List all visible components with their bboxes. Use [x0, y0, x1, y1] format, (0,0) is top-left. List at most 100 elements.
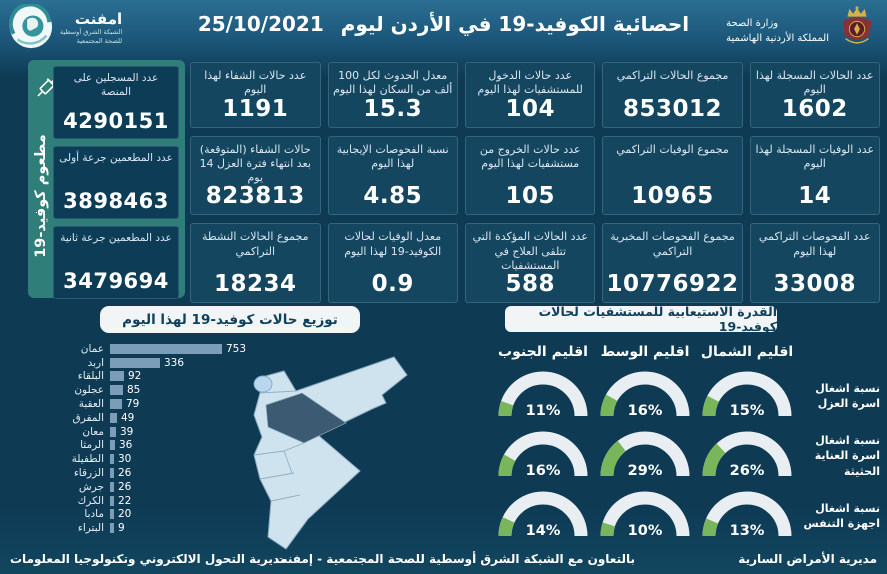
stat-card: عدد الحالات المسجلة لهذا اليوم 1602	[749, 62, 880, 128]
bar-row: جرش 26	[4, 480, 284, 494]
bar	[110, 426, 116, 437]
bar-row: البلقاء 92	[4, 370, 284, 384]
gauge: 13%	[696, 486, 798, 546]
emphnet-text: امفنت الشبكة الشرق أوسطية للصحة المجتمعي…	[60, 11, 122, 47]
stat-card: عدد الفحوصات التراكمي لهذا اليوم 33008	[749, 223, 880, 304]
stat-card-value: 10776922	[606, 271, 739, 298]
svg-text:11%: 11%	[526, 403, 561, 419]
stat-card-label: عدد الفحوصات التراكمي لهذا اليوم	[758, 230, 871, 258]
bar-label: المفرق	[72, 411, 104, 424]
bar-value: 336	[164, 356, 185, 369]
bar	[110, 343, 222, 354]
svg-text:15%: 15%	[730, 403, 765, 419]
bar-label: عمان	[80, 342, 104, 355]
ministry-text: وزارة الصحة المملكة الأردنية الهاشمية	[726, 16, 829, 46]
emphnet-name: امفنت	[74, 10, 123, 28]
bar-label: عجلون	[74, 384, 104, 397]
bar-value: 92	[128, 370, 142, 383]
bar-label: البتراء	[77, 522, 104, 535]
stat-card-value: 588	[505, 271, 555, 298]
stat-card-value: 853012	[622, 95, 723, 122]
svg-text:29%: 29%	[628, 463, 663, 479]
stat-card: معدل الحدوث لكل 100 ألف من السكان لهذا ا…	[327, 62, 458, 128]
bar-value: 753	[226, 342, 247, 355]
bar-chart-rows: عمان 753 اربد 336 البلقاء 92 عجلون 85 ال…	[4, 342, 284, 535]
svg-text:13%: 13%	[730, 523, 765, 539]
svg-text:16%: 16%	[526, 463, 561, 479]
stat-card: عدد حالات الخروج من مستشفيات لهذا اليوم …	[464, 135, 596, 216]
bar-row: عمان 753	[4, 342, 284, 356]
stat-card-label: معدل الوفيات لحالات الكوفيد-19 لهذا اليو…	[344, 230, 442, 258]
stat-card-label: عدد الحالات المسجلة لهذا اليوم	[755, 69, 874, 97]
stat-card: عدد حالات الشفاء لهذا اليوم 1191	[190, 62, 321, 128]
stat-card: عدد الوفيات المسجلة لهذا اليوم 14	[749, 135, 880, 216]
svg-text:10%: 10%	[628, 523, 663, 539]
stat-card: عدد الحالات المؤكدة التي تتلقى العلاج في…	[464, 223, 596, 304]
bar-row: عجلون 85	[4, 383, 284, 397]
bar-label: مادبا	[84, 508, 104, 521]
stat-card-value: 1191	[222, 95, 289, 122]
bar-row: مادبا 20	[4, 508, 284, 522]
stats-grid: عدد الحالات المسجلة لهذا اليوم 1602 مجمو…	[190, 62, 880, 304]
page-title: احصائية الكوفيد-19 في الأردن ليوم 25/10/…	[130, 12, 757, 36]
gauge: 16%	[594, 366, 696, 426]
bar-value: 26	[118, 467, 132, 480]
vaccine-card: عدد المسجلين على المنصة 4290151	[53, 66, 179, 139]
vaccine-card-label: عدد المطعمين جرعة ثانية	[60, 232, 172, 244]
stat-card-value: 10965	[631, 183, 714, 210]
stat-card-label: مجموع الحالات التراكمي	[616, 69, 729, 82]
svg-text:14%: 14%	[526, 523, 561, 539]
bar	[110, 468, 114, 479]
ministry-name: وزارة الصحة	[726, 18, 779, 29]
stat-card: حالات الشفاء (المتوقعة) بعد انتهاء فترة …	[190, 135, 321, 216]
emphnet-globe-icon	[8, 2, 54, 54]
bar-value: 9	[118, 522, 125, 535]
gauge: 29%	[594, 426, 696, 486]
stat-card-label: عدد حالات الشفاء لهذا اليوم	[204, 69, 307, 97]
stat-card-value: 4.85	[363, 183, 423, 210]
bar	[110, 412, 117, 423]
stat-card: مجموع الفحوصات المخبرية التراكمي 1077692…	[602, 223, 743, 304]
region-header: اقليم الجنوب	[498, 344, 588, 360]
gauge: 15%	[696, 366, 798, 426]
capacity-row-label: نسبة اشغال اسرة العناية الحثيثة	[814, 433, 880, 478]
capacity-row-label: نسبة اشغال اجهزة التنفس	[803, 501, 880, 530]
stat-card-value: 33008	[773, 271, 857, 298]
bar-value: 39	[120, 425, 134, 438]
bar-value: 36	[119, 439, 133, 452]
bar	[110, 357, 160, 368]
vaccination-vertical-label: مطعوم كوفيد-19	[33, 134, 49, 258]
bar-label: الزرقاء	[73, 467, 104, 480]
stat-card-value: 823813	[205, 183, 305, 210]
bar-value: 22	[118, 494, 132, 507]
stat-card-value: 15.3	[363, 95, 423, 122]
bar-row: معان 39	[4, 425, 284, 439]
bar-row: المفرق 49	[4, 411, 284, 425]
vaccination-cards: عدد المسجلين على المنصة 4290151 عدد المط…	[53, 66, 179, 299]
gauge: 14%	[492, 486, 594, 546]
emphnet-line1: الشبكة الشرق أوسطية	[60, 27, 123, 36]
vaccine-card: عدد المطعمين جرعة ثانية 3479694	[53, 226, 179, 299]
stat-card: عدد حالات الدخول للمستشفيات لهذا اليوم 1…	[464, 62, 596, 128]
stat-card-label: مجموع الوفيات التراكمي	[616, 142, 729, 156]
bar-row: البتراء 9	[4, 521, 284, 535]
emphnet-block: امفنت الشبكة الشرق أوسطية للصحة المجتمعي…	[8, 2, 122, 54]
bar-value: 49	[121, 411, 135, 424]
vaccine-card-value: 3479694	[63, 269, 169, 293]
capacity-title: القدرة الاستيعابية للمستشفيات لحالات كوف…	[505, 304, 777, 334]
bar	[110, 385, 123, 396]
bar-label: اربد	[87, 356, 104, 369]
footer-it-directorate: مديرية التحول الالكتروني وتكنولوجيا المع…	[10, 552, 288, 566]
stat-card-value: 18234	[213, 271, 297, 298]
bar-value: 26	[118, 480, 132, 493]
stat-card-value: 104	[505, 95, 555, 122]
stat-card: مجموع الوفيات التراكمي 10965	[602, 135, 743, 216]
stat-card-label: مجموع الحالات النشطة التراكمي	[201, 230, 309, 258]
bar-label: جرش	[78, 480, 104, 493]
stat-card: مجموع الحالات التراكمي 853012	[602, 62, 743, 128]
stat-card-label: عدد الوفيات المسجلة لهذا اليوم	[755, 142, 875, 170]
stat-card-label: عدد حالات الدخول للمستشفيات لهذا اليوم	[477, 69, 583, 97]
footer-cooperation: بالتعاون مع الشبكة الشرق أوسطية للصحة ال…	[275, 552, 635, 566]
bar-row: الكرك 22	[4, 494, 284, 508]
bar-label: البلقاء	[77, 370, 104, 383]
